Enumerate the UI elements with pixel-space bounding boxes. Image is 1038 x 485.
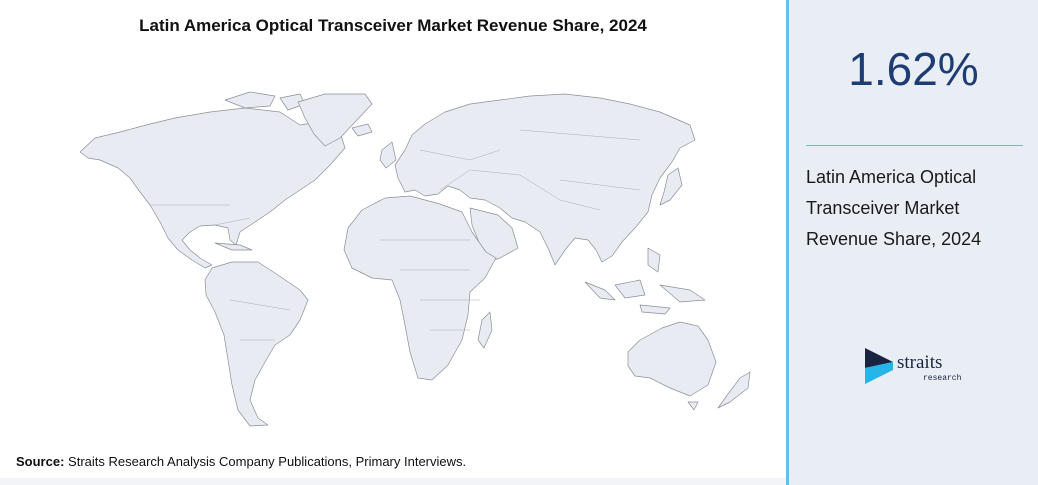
- logo-icon: [865, 348, 893, 384]
- madagascar: [477, 311, 493, 349]
- country-borders: [150, 129, 641, 341]
- divider: [806, 145, 1023, 146]
- britain: [379, 141, 397, 169]
- stat-panel: 1.62% Latin America Optical Transceiver …: [786, 0, 1038, 485]
- new-zealand: [717, 371, 751, 409]
- source-text: Straits Research Analysis Company Public…: [68, 454, 467, 469]
- title: Latin America Optical Transceiver Market…: [139, 16, 647, 35]
- stat-value: 1.62%: [848, 43, 979, 95]
- map-panel: Latin America Optical Transceiver Market…: [0, 16, 786, 485]
- eurasia: [394, 93, 696, 266]
- caribbean: [214, 242, 253, 251]
- iceland: [351, 123, 373, 137]
- australia: [627, 321, 717, 397]
- world-map: [79, 91, 751, 427]
- bottom-strip: [0, 478, 786, 485]
- south-america: [204, 261, 309, 427]
- north-america: [79, 107, 346, 269]
- africa: [343, 195, 497, 381]
- source-label: Source:: [16, 454, 65, 469]
- greenland: [297, 93, 373, 147]
- logo-name: straits: [897, 352, 943, 373]
- japan: [659, 167, 683, 206]
- source: Source: Straits Research Analysis Compan…: [16, 454, 466, 469]
- indonesia: [584, 247, 706, 315]
- arctic-islands: [224, 91, 306, 111]
- stat-description: Latin America Optical Transceiver Market…: [806, 167, 982, 249]
- tasmania: [687, 401, 699, 411]
- logo-tagline: research: [923, 374, 962, 383]
